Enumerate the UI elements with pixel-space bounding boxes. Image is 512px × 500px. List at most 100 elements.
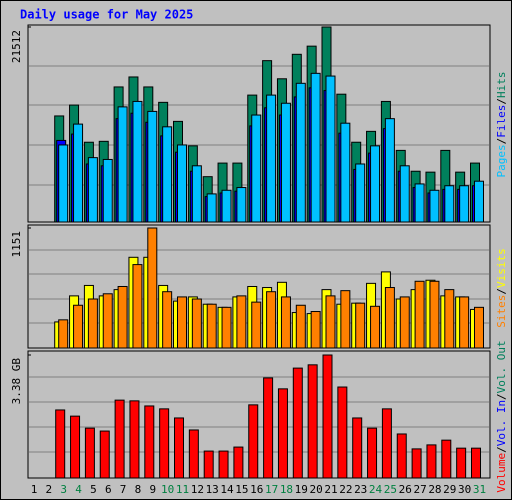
bar bbox=[159, 408, 170, 479]
bar bbox=[370, 145, 381, 223]
bar bbox=[206, 193, 217, 223]
bar bbox=[474, 180, 484, 223]
legend-entry: Volume bbox=[495, 453, 508, 493]
bar bbox=[459, 185, 470, 223]
bar bbox=[310, 311, 321, 349]
bar bbox=[355, 163, 366, 223]
bar bbox=[99, 430, 110, 479]
bar bbox=[162, 291, 173, 349]
bar bbox=[251, 114, 262, 223]
legend-entry: Visits bbox=[495, 248, 508, 288]
x-tick-label: 7 bbox=[120, 483, 127, 496]
y-tick-label: 3.38 GB bbox=[10, 358, 23, 405]
bar bbox=[295, 304, 306, 349]
x-tick-label: 17 bbox=[265, 483, 278, 496]
legend-entry: Vol. In bbox=[495, 400, 508, 446]
bar bbox=[191, 165, 202, 223]
bar bbox=[162, 126, 173, 223]
bar bbox=[325, 295, 336, 349]
bar bbox=[355, 302, 366, 349]
bar bbox=[236, 295, 247, 349]
x-tick-label: 22 bbox=[339, 483, 352, 496]
x-tick-label: 24 bbox=[369, 483, 383, 496]
x-tick-label: 8 bbox=[135, 483, 142, 496]
x-tick-label: 28 bbox=[428, 483, 441, 496]
bar bbox=[280, 102, 291, 223]
bar bbox=[474, 306, 484, 349]
bar bbox=[429, 189, 440, 223]
bar bbox=[396, 433, 407, 479]
x-tick-label: 26 bbox=[399, 483, 412, 496]
bar bbox=[277, 388, 288, 479]
bar bbox=[441, 439, 452, 479]
bar bbox=[87, 298, 98, 349]
bar bbox=[177, 296, 187, 349]
bar bbox=[177, 144, 187, 223]
bar bbox=[188, 429, 199, 479]
bar bbox=[129, 400, 140, 479]
bar bbox=[295, 82, 306, 223]
x-tick-label: 15 bbox=[235, 483, 248, 496]
panel-frames bbox=[27, 24, 491, 479]
bar bbox=[73, 304, 84, 349]
bar bbox=[459, 296, 470, 349]
bar bbox=[352, 417, 363, 479]
bar bbox=[84, 427, 95, 479]
bar bbox=[322, 354, 333, 479]
legend-entry: Files bbox=[495, 105, 508, 138]
bar bbox=[58, 319, 69, 349]
bar bbox=[325, 75, 336, 223]
x-tick-label: 20 bbox=[310, 483, 323, 496]
x-tick-label: 1 bbox=[31, 483, 38, 496]
bar bbox=[266, 291, 277, 349]
bar bbox=[367, 427, 378, 479]
legend-entry: Pages bbox=[495, 144, 508, 177]
x-tick-label: 30 bbox=[458, 483, 471, 496]
legend: Volume/Vol. In/Vol. Out bbox=[495, 340, 508, 492]
bar bbox=[221, 306, 232, 349]
x-tick-label: 25 bbox=[384, 483, 397, 496]
bar bbox=[114, 399, 125, 479]
bar bbox=[58, 144, 69, 223]
bar bbox=[266, 94, 277, 223]
x-tick-label: 16 bbox=[250, 483, 263, 496]
bar bbox=[147, 110, 158, 223]
bar bbox=[307, 364, 318, 479]
bar bbox=[221, 189, 232, 223]
bar bbox=[236, 187, 247, 223]
bar bbox=[218, 450, 229, 479]
legend: Sites/Visits bbox=[495, 248, 508, 328]
bar bbox=[73, 123, 84, 223]
bar bbox=[132, 264, 143, 349]
bar bbox=[248, 404, 259, 479]
bar bbox=[384, 287, 395, 349]
x-tick-label: 21 bbox=[324, 483, 337, 496]
x-tick-label: 2 bbox=[46, 483, 53, 496]
bar bbox=[340, 290, 351, 349]
x-tick-label: 27 bbox=[413, 483, 426, 496]
x-tick-label: 31 bbox=[473, 483, 486, 496]
bar bbox=[233, 446, 244, 479]
bar bbox=[370, 305, 381, 349]
bar bbox=[444, 185, 455, 223]
bar bbox=[203, 450, 214, 479]
bar bbox=[414, 183, 425, 223]
x-tick-label: 18 bbox=[280, 483, 293, 496]
bar bbox=[471, 447, 481, 479]
bar bbox=[174, 417, 184, 479]
bar bbox=[102, 293, 113, 349]
x-tick-label: 4 bbox=[75, 483, 82, 496]
bar bbox=[292, 367, 303, 479]
bar bbox=[429, 280, 440, 349]
bar bbox=[132, 100, 143, 223]
bar bbox=[191, 298, 202, 349]
legend-entry: Sites bbox=[495, 295, 508, 328]
bar bbox=[117, 285, 128, 349]
bar bbox=[456, 447, 467, 479]
bar bbox=[426, 444, 437, 479]
bar bbox=[117, 106, 128, 223]
x-tick-label: 10 bbox=[161, 483, 174, 496]
bar bbox=[263, 377, 274, 479]
bar bbox=[337, 386, 348, 479]
